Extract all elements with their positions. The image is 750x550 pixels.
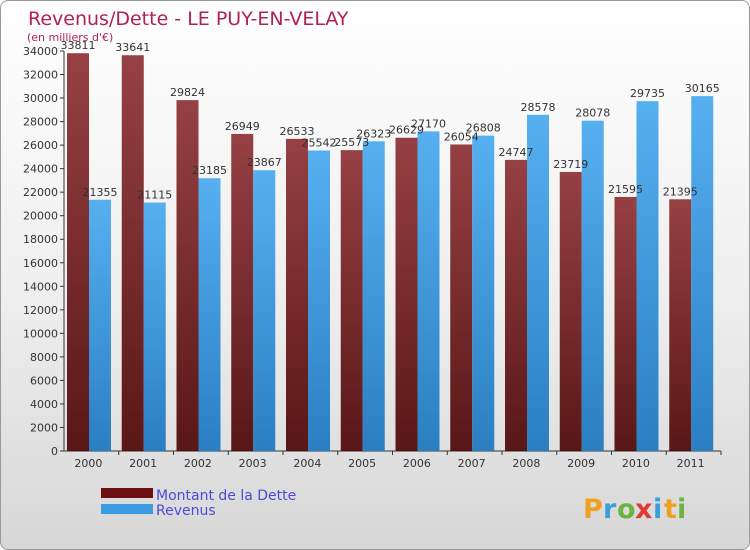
data-label-revenus: 26808 — [466, 122, 501, 135]
x-tick-label: 2003 — [239, 457, 267, 470]
bar-dette — [614, 196, 637, 451]
data-label-dette: 23719 — [553, 158, 588, 171]
x-tick-label: 2011 — [677, 457, 705, 470]
data-labels: 33811 21355 33641 21115 29824 23185 26949 23867… — [61, 39, 720, 201]
bar-revenus — [362, 141, 385, 452]
data-label-dette: 33641 — [115, 41, 150, 54]
data-label-revenus: 21355 — [83, 186, 118, 199]
x-tick-label: 2005 — [348, 457, 376, 470]
bars — [67, 53, 714, 452]
y-tick-label: 16000 — [23, 257, 58, 270]
bar-dette — [340, 150, 363, 451]
legend-label-revenus: Revenus — [156, 503, 216, 519]
bar-dette — [395, 137, 418, 451]
bar-dette — [176, 100, 199, 452]
y-tick-label: 10000 — [23, 327, 58, 340]
x-tick-label: 2008 — [512, 457, 540, 470]
logo-letter: x — [635, 494, 652, 525]
bar-dette — [669, 199, 692, 451]
data-label-dette: 26949 — [225, 120, 260, 133]
bar-revenus — [417, 131, 440, 451]
bar-dette — [559, 171, 582, 451]
y-tick-label: 12000 — [23, 304, 58, 317]
data-label-dette: 25573 — [334, 136, 369, 149]
data-label-dette: 24747 — [499, 146, 534, 159]
y-tick-label: 2000 — [30, 421, 58, 434]
logo-letter: o — [617, 494, 636, 525]
data-label-dette: 33811 — [61, 39, 96, 52]
bar-revenus — [691, 96, 714, 451]
bar-dette — [505, 159, 527, 451]
y-tick-label: 24000 — [23, 163, 58, 176]
data-label-revenus: 30165 — [685, 82, 720, 95]
y-tick-label: 18000 — [23, 233, 58, 246]
data-label-dette: 26629 — [389, 124, 424, 137]
logo-letter: i — [677, 494, 686, 525]
bar-revenus — [527, 114, 549, 451]
x-tick-label: 2009 — [567, 457, 595, 470]
data-label-revenus: 28078 — [575, 107, 610, 120]
data-label-revenus: 21115 — [137, 189, 172, 202]
bar-revenus — [636, 101, 659, 452]
bar-dette — [450, 144, 473, 451]
y-tick-label: 4000 — [30, 398, 58, 411]
logo-letter: P — [583, 494, 603, 525]
chart-subtitle: (en milliers d'€) — [27, 31, 113, 44]
data-label-revenus: 28578 — [521, 101, 556, 114]
bar-revenus — [581, 120, 604, 451]
data-label-dette: 21595 — [608, 183, 643, 196]
x-tick-label: 2010 — [622, 457, 650, 470]
x-tick-label: 2006 — [403, 457, 431, 470]
y-tick-label: 34000 — [23, 45, 58, 58]
legend: Montant de la Dette Revenus — [101, 488, 296, 519]
logo-letter: i — [653, 494, 662, 525]
y-tick-label: 30000 — [23, 92, 58, 105]
bar-revenus — [143, 202, 166, 451]
data-label-revenus: 29735 — [630, 87, 665, 100]
data-label-dette: 21395 — [663, 185, 698, 198]
x-axis: 2000 2001 2002 2003 2004 2005 2006 2007 2008 2009… — [64, 450, 722, 470]
data-label-revenus: 23867 — [247, 156, 282, 169]
y-tick-label: 0 — [51, 445, 58, 458]
legend-swatch-dette — [101, 488, 153, 498]
x-tick-label: 2000 — [74, 457, 102, 470]
y-tick-label: 14000 — [23, 280, 58, 293]
data-label-dette: 26054 — [444, 130, 479, 143]
bar-revenus — [198, 178, 221, 451]
chart-title: Revenus/Dette - LE PUY-EN-VELAY — [28, 8, 349, 30]
data-label-revenus: 27170 — [411, 117, 446, 130]
y-tick-label: 32000 — [23, 69, 58, 82]
x-tick-label: 2001 — [129, 457, 157, 470]
data-label-revenus: 26323 — [356, 127, 391, 140]
data-label-revenus: 25542 — [302, 137, 337, 150]
data-label-revenus: 23185 — [192, 164, 227, 177]
bar-dette — [67, 53, 89, 451]
y-tick-label: 20000 — [23, 210, 58, 223]
x-tick-label: 2004 — [293, 457, 321, 470]
bar-revenus — [89, 199, 111, 451]
y-tick-label: 26000 — [23, 139, 58, 152]
y-tick-label: 8000 — [30, 351, 58, 364]
bar-revenus — [253, 170, 276, 451]
bar-dette — [121, 55, 144, 451]
legend-label-dette: Montant de la Dette — [156, 488, 296, 504]
legend-swatch-revenus — [101, 504, 153, 514]
x-tick-label: 2007 — [458, 457, 486, 470]
bar-dette — [286, 138, 308, 452]
bar-dette — [231, 133, 254, 451]
y-tick-label: 6000 — [30, 374, 58, 387]
x-tick-label: 2002 — [184, 457, 212, 470]
logo-letter: r — [603, 494, 617, 525]
bar-revenus — [472, 135, 495, 452]
data-label-dette: 29824 — [170, 86, 205, 99]
y-axis: 0 2000 4000 6000 8000 10000 12000 14000 16000 180… — [23, 45, 65, 458]
y-tick-label: 28000 — [23, 116, 58, 129]
data-label-dette: 26533 — [280, 125, 315, 138]
y-tick-label: 22000 — [23, 186, 58, 199]
bar-revenus — [308, 150, 330, 451]
logo-letter: t — [664, 494, 677, 525]
